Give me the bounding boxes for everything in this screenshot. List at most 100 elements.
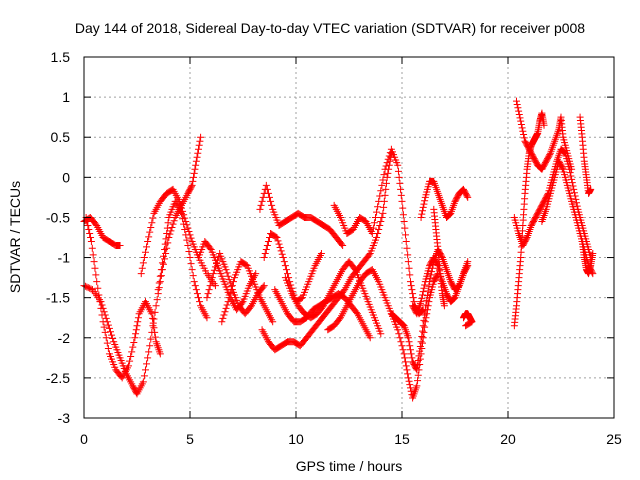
data-point xyxy=(375,225,383,233)
data-point xyxy=(338,240,346,248)
data-point xyxy=(383,159,391,167)
data-point xyxy=(399,211,407,219)
data-point xyxy=(284,270,292,278)
data-point xyxy=(463,192,471,200)
data-point xyxy=(194,294,202,302)
data-point xyxy=(400,350,408,358)
data-point xyxy=(151,328,159,336)
data-point xyxy=(144,354,152,362)
data-point xyxy=(195,141,203,149)
data-point xyxy=(570,189,578,197)
data-point xyxy=(381,191,389,199)
data-point xyxy=(146,342,154,350)
data-point xyxy=(261,250,269,258)
data-point xyxy=(520,131,528,139)
x-tick-label: 20 xyxy=(500,431,516,447)
data-point xyxy=(317,250,325,258)
data-point xyxy=(274,237,282,245)
data-point xyxy=(193,153,201,161)
series-arc-3 xyxy=(82,213,164,382)
data-point xyxy=(569,182,577,190)
data-point xyxy=(366,334,374,342)
data-point xyxy=(190,278,198,286)
data-point xyxy=(405,264,413,272)
data-point xyxy=(95,291,103,299)
data-point xyxy=(409,294,417,302)
data-point xyxy=(194,149,202,157)
y-tick-label: -0.5 xyxy=(46,209,70,225)
data-point xyxy=(168,223,176,231)
data-point xyxy=(132,330,140,338)
x-tick-label: 15 xyxy=(394,431,410,447)
data-point xyxy=(406,381,414,389)
data-point xyxy=(402,231,410,239)
data-point xyxy=(104,344,112,352)
data-point xyxy=(141,366,149,374)
data-point xyxy=(116,242,124,250)
data-point xyxy=(397,338,405,346)
data-point xyxy=(522,235,530,243)
data-point xyxy=(419,322,427,330)
data-point xyxy=(421,318,429,326)
y-tick-label: -3 xyxy=(58,410,71,426)
x-tick-label: 5 xyxy=(186,431,194,447)
data-point xyxy=(102,314,110,322)
data-point xyxy=(190,173,198,181)
series-arc-13 xyxy=(281,258,385,338)
data-point xyxy=(440,302,448,310)
data-point xyxy=(143,243,151,251)
data-point xyxy=(125,362,133,370)
data-point xyxy=(187,260,195,268)
data-point xyxy=(380,203,388,211)
data-point xyxy=(107,328,114,336)
data-point xyxy=(402,238,410,246)
data-point xyxy=(368,229,376,237)
data-point xyxy=(420,316,428,324)
data-point xyxy=(418,207,426,215)
data-point xyxy=(206,282,214,290)
data-point xyxy=(259,193,267,201)
data-point xyxy=(144,238,152,246)
data-point xyxy=(143,360,151,368)
data-point xyxy=(423,292,431,300)
data-point xyxy=(86,229,94,237)
data-point xyxy=(422,301,430,309)
data-point xyxy=(140,254,148,262)
data-point xyxy=(278,250,286,258)
data-point xyxy=(188,181,196,189)
data-point xyxy=(166,230,174,238)
data-point xyxy=(378,181,386,189)
data-point xyxy=(260,282,268,290)
data-point xyxy=(105,324,113,332)
data-point xyxy=(382,185,390,193)
data-point xyxy=(185,248,193,256)
data-point xyxy=(546,151,554,159)
data-point xyxy=(267,197,275,205)
data-point xyxy=(225,276,233,284)
data-point xyxy=(394,167,402,175)
data-point xyxy=(162,235,170,243)
data-point xyxy=(161,246,169,254)
data-point xyxy=(403,366,411,374)
data-point xyxy=(384,155,392,163)
data-point xyxy=(399,346,407,354)
data-point xyxy=(517,117,525,125)
data-point xyxy=(189,272,197,280)
data-point xyxy=(223,301,231,309)
data-point xyxy=(170,217,178,225)
data-point xyxy=(154,286,162,294)
data-point xyxy=(133,322,141,330)
data-point xyxy=(277,247,285,255)
series-arc-8 xyxy=(203,250,268,318)
data-point xyxy=(570,185,578,193)
data-point xyxy=(380,171,388,179)
data-point xyxy=(259,283,267,291)
data-point xyxy=(373,234,381,241)
data-point xyxy=(204,290,212,298)
data-point xyxy=(147,223,155,231)
x-tick-label: 10 xyxy=(288,431,304,447)
data-point xyxy=(260,254,268,262)
data-point xyxy=(408,354,416,362)
data-point xyxy=(419,334,427,342)
data-point xyxy=(207,278,215,286)
